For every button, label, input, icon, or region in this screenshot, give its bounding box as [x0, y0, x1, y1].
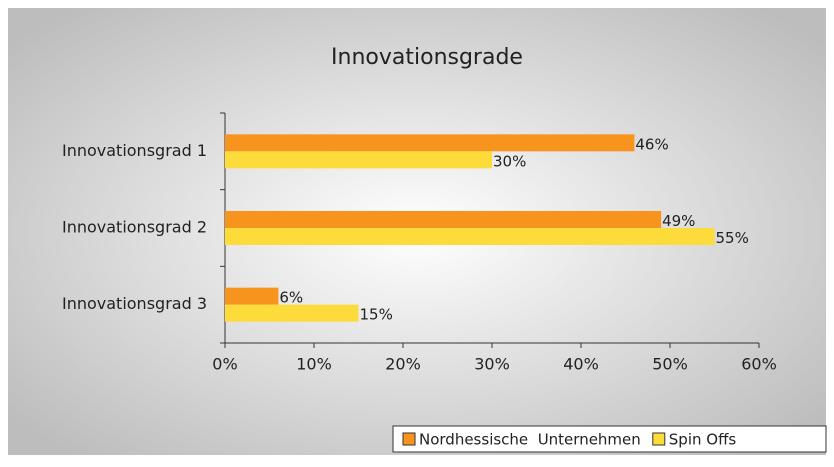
x-tick-label: 60%	[741, 355, 777, 374]
value-label: 46%	[635, 135, 668, 153]
x-tick-label: 10%	[296, 355, 332, 374]
x-tick-label: 40%	[563, 355, 599, 374]
value-label: 30%	[493, 152, 526, 170]
value-label: 15%	[360, 306, 393, 324]
bar	[225, 304, 359, 322]
bar	[225, 211, 662, 228]
chart-title: Innovationsgrade	[331, 45, 523, 70]
value-label: 49%	[662, 212, 695, 230]
value-label: 55%	[716, 229, 749, 247]
y-tick-label: Innovationsgrad 3	[62, 294, 207, 313]
y-tick-label: Innovationsgrad 2	[62, 218, 207, 237]
bar	[225, 151, 492, 169]
legend-swatch	[652, 432, 666, 446]
legend-label: Nordhessische Unternehmen	[419, 431, 641, 449]
legend-label: Spin Offs	[669, 431, 737, 449]
x-tick-label: 30%	[474, 355, 510, 374]
y-tick-label: Innovationsgrad 1	[62, 141, 207, 160]
value-label: 6%	[279, 289, 303, 307]
x-tick-label: 50%	[652, 355, 688, 374]
bar	[225, 134, 635, 152]
x-tick-label: 0%	[212, 355, 237, 374]
bar	[225, 228, 715, 245]
legend-swatch	[402, 432, 416, 446]
bar	[225, 287, 279, 305]
x-tick-label: 20%	[385, 355, 421, 374]
legend-box	[392, 425, 827, 453]
